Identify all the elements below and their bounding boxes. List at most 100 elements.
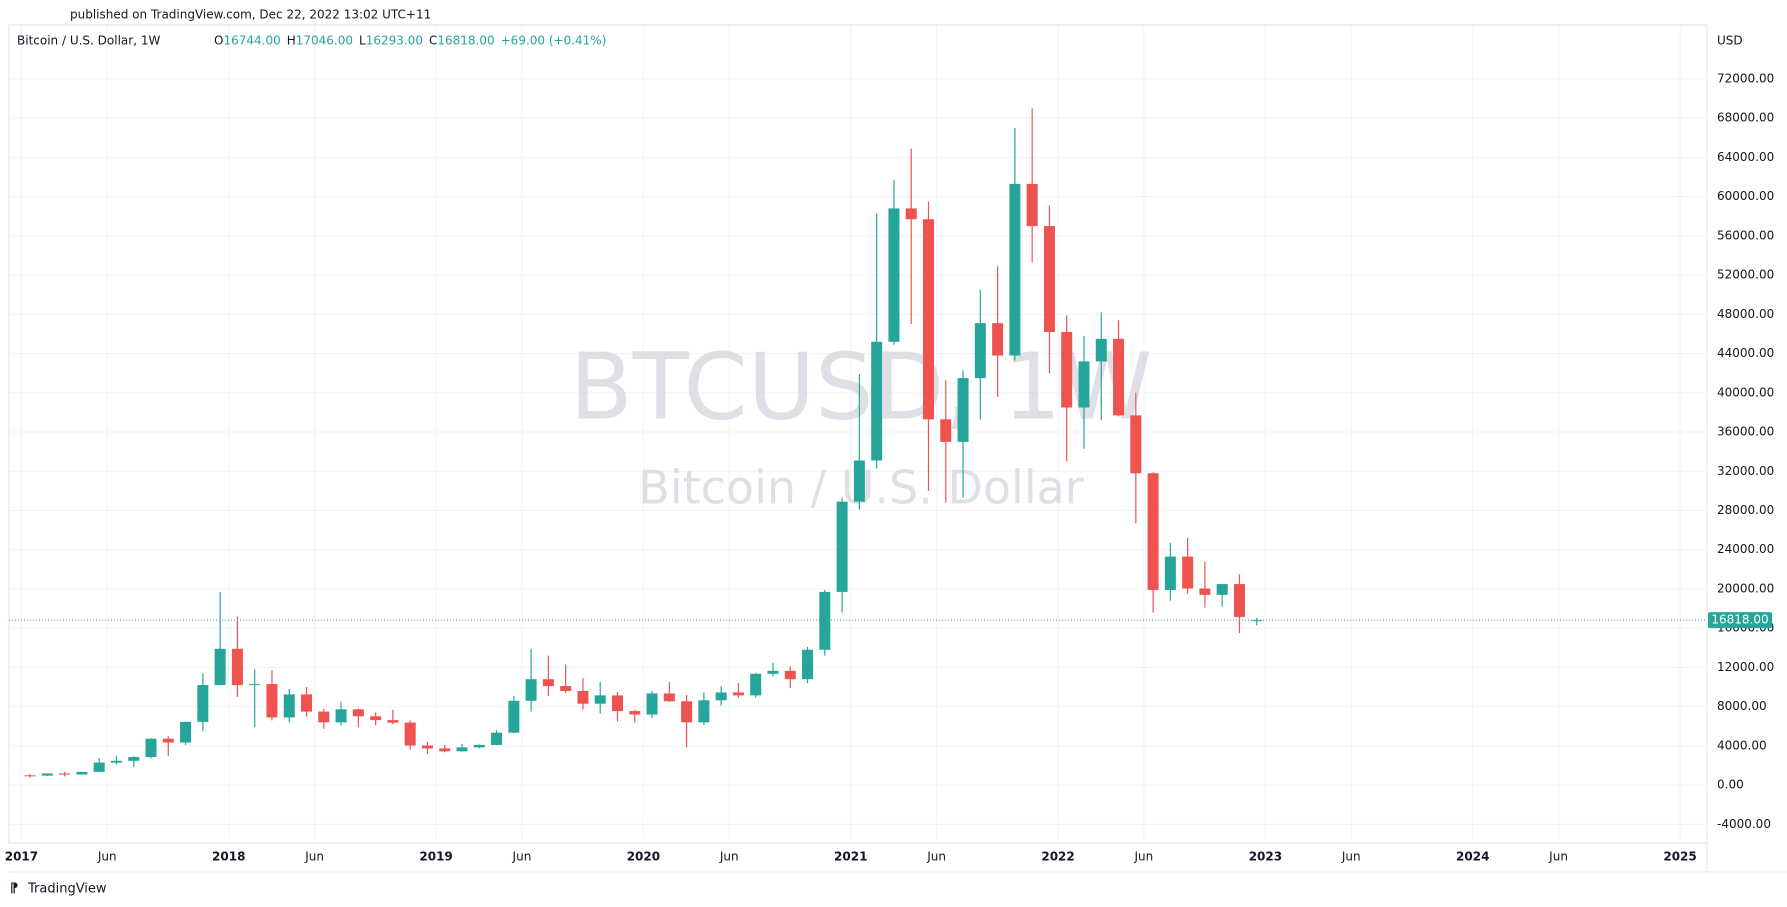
- candle-body: [283, 694, 295, 718]
- x-tick-label: 2021: [834, 850, 867, 864]
- candle-body: [456, 747, 468, 752]
- candle-body: [1164, 556, 1176, 590]
- last-price-tag: [1708, 612, 1772, 629]
- candle-body: [629, 711, 641, 715]
- x-tick-label: Jun: [97, 850, 117, 864]
- candle-body: [784, 670, 796, 680]
- candle-body: [439, 748, 451, 752]
- candle-body: [1026, 183, 1038, 227]
- candle-body: [767, 670, 779, 674]
- y-tick-label: 56000.00: [1717, 228, 1774, 242]
- candle-body: [525, 679, 537, 701]
- candle-body: [41, 773, 53, 776]
- candle-body: [387, 720, 399, 723]
- candle-body: [542, 679, 554, 687]
- ohlc-key: O: [214, 34, 223, 48]
- candle-body: [594, 695, 606, 704]
- candle-body: [732, 692, 744, 696]
- grid: [9, 25, 1707, 843]
- ohlc-key: L: [359, 34, 366, 48]
- candle-body: [750, 673, 762, 696]
- x-tick-label: 2020: [627, 850, 660, 864]
- x-tick-label: Jun: [1548, 850, 1568, 864]
- candle-body: [110, 760, 122, 763]
- ohlc-key: H: [287, 34, 296, 48]
- x-tick-label: 2019: [419, 850, 452, 864]
- y-tick-label: 36000.00: [1717, 425, 1774, 439]
- y-tick-label: 40000.00: [1717, 385, 1774, 399]
- y-tick-label: 8000.00: [1717, 699, 1767, 713]
- candle-body: [871, 341, 883, 461]
- candle-body: [162, 738, 174, 743]
- candle-body: [1043, 226, 1055, 332]
- x-tick-label: 2018: [212, 850, 245, 864]
- candle-body: [301, 694, 313, 712]
- y-tick-label: 64000.00: [1717, 150, 1774, 164]
- y-tick-label: 0.00: [1717, 778, 1744, 792]
- ohlc-value: 16744.00: [223, 34, 280, 48]
- candle-body: [1251, 620, 1263, 622]
- candle-body: [1130, 415, 1142, 474]
- candle-body: [853, 460, 865, 502]
- candle-body: [560, 686, 572, 691]
- y-tick-label: 28000.00: [1717, 503, 1774, 517]
- ohlc-value: 16818.00: [437, 34, 494, 48]
- x-tick-label: Jun: [926, 850, 946, 864]
- candle-body: [819, 591, 831, 650]
- watermark-ticker: BTCUSD, 1W: [570, 333, 1153, 440]
- currency: USD: [1717, 34, 1743, 48]
- x-tick-label: 2024: [1456, 850, 1489, 864]
- last-price-label: 16818.00: [1711, 613, 1768, 627]
- candle-body: [318, 711, 330, 723]
- candle-body: [93, 762, 105, 772]
- x-tick-label: 2025: [1663, 850, 1696, 864]
- x-tick-label: 2017: [5, 850, 38, 864]
- candle-body: [1199, 588, 1211, 595]
- candle-body: [992, 323, 1004, 356]
- candle-body: [922, 219, 934, 420]
- candle-body: [802, 649, 814, 680]
- candle-body: [508, 700, 520, 733]
- candle-body: [957, 378, 969, 442]
- candle-body: [1113, 338, 1125, 416]
- y-tick-label: 20000.00: [1717, 581, 1774, 595]
- candle-body: [491, 732, 503, 745]
- candle-body: [128, 756, 140, 761]
- candle-body: [180, 721, 192, 743]
- y-tick-label: 12000.00: [1717, 660, 1774, 674]
- candle-body: [214, 648, 226, 686]
- y-tick-label: 52000.00: [1717, 268, 1774, 282]
- y-tick-label: 72000.00: [1717, 71, 1774, 85]
- ohlc-value: 17046.00: [296, 34, 353, 48]
- candle-body: [421, 745, 433, 749]
- ohlc-key: C: [429, 34, 437, 48]
- y-tick-label: 44000.00: [1717, 346, 1774, 360]
- y-tick-label: 60000.00: [1717, 189, 1774, 203]
- candle-body: [370, 716, 382, 721]
- candle-body: [1182, 556, 1194, 589]
- candle-body: [905, 208, 917, 220]
- candle-body: [1078, 361, 1090, 408]
- candle-body: [1061, 331, 1073, 408]
- logo-icon: ⁋: [10, 882, 18, 897]
- candle-body: [231, 648, 243, 686]
- candle-body: [836, 501, 848, 592]
- candles: [9, 108, 1707, 778]
- x-tick-label: 2023: [1249, 850, 1282, 864]
- candle-body: [335, 709, 347, 723]
- candle-body: [888, 208, 900, 342]
- candle-body: [266, 684, 278, 718]
- x-tick-label: Jun: [1134, 850, 1154, 864]
- y-tick-label: 24000.00: [1717, 542, 1774, 556]
- y-tick-label: 48000.00: [1717, 307, 1774, 321]
- footer-logo: TradingView: [27, 882, 107, 897]
- candle-body: [197, 685, 209, 722]
- candle-body: [1095, 338, 1107, 362]
- y-tick-label: 4000.00: [1717, 738, 1767, 752]
- symbol: Bitcoin / U.S. Dollar, 1W: [17, 34, 160, 48]
- candle-body: [974, 323, 986, 379]
- candle-body: [612, 695, 624, 712]
- x-tick-label: Jun: [1341, 850, 1361, 864]
